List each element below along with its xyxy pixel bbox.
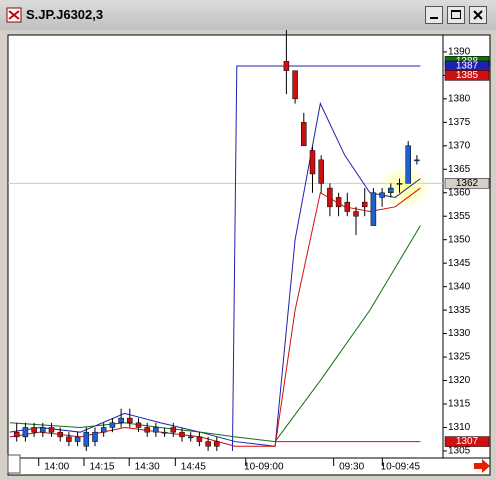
- candle-body: [66, 436, 72, 442]
- candle-body: [74, 436, 81, 442]
- candle-body: [214, 441, 220, 447]
- candle-body: [187, 436, 194, 439]
- y-tick-label: 1325: [448, 352, 471, 363]
- x-tick-label: 10-09:45: [381, 462, 421, 473]
- y-tick-label: 1355: [448, 211, 471, 222]
- maximize-button[interactable]: [447, 6, 465, 24]
- y-tick-label: 1345: [448, 258, 471, 269]
- price-tag: [444, 436, 490, 447]
- y-tick-label: 1340: [448, 281, 471, 292]
- price-tag-label: 1387: [456, 61, 479, 72]
- y-tick-label: 1380: [448, 93, 471, 104]
- chart: 1305 1310 1315 1320 1325 1330 1335 1340 1345 1350…: [7, 30, 491, 476]
- candle-body: [135, 422, 142, 428]
- candle-body: [353, 211, 359, 217]
- x-tick-label: 14:00: [44, 462, 69, 473]
- y-tick-label: 1390: [448, 47, 471, 58]
- candle-body: [405, 145, 411, 184]
- price-tag: [444, 70, 490, 81]
- y-tick-label: 1335: [448, 305, 471, 316]
- y-tick-label: 1310: [448, 422, 471, 433]
- candle-body: [396, 183, 403, 185]
- candle-body: [109, 422, 116, 428]
- candle-body: [327, 187, 333, 208]
- candle-body: [309, 150, 316, 175]
- candle-body: [318, 159, 324, 184]
- candle-body: [370, 192, 377, 226]
- candle-body: [292, 70, 298, 100]
- plot-frame: [7, 34, 491, 476]
- price-tag-label: 1385: [456, 70, 479, 81]
- candle-body: [13, 431, 20, 438]
- candle-body: [153, 427, 159, 433]
- indicator-line: [9, 101, 421, 447]
- candle-body: [170, 427, 177, 433]
- candle-body: [205, 441, 211, 447]
- candle-body: [414, 159, 420, 162]
- close-button[interactable]: [469, 6, 487, 24]
- candle-body: [31, 427, 37, 433]
- y-tick-label: 1315: [448, 399, 471, 410]
- indicator-line: [231, 65, 421, 451]
- candle-body: [40, 427, 46, 433]
- scroll-box[interactable]: [7, 454, 21, 474]
- y-tick-label: 1320: [448, 375, 471, 386]
- x-tick-label: 14:30: [135, 462, 160, 473]
- candle-body: [100, 427, 107, 433]
- y-tick-label: 1330: [448, 328, 471, 339]
- highlight-glow: [379, 165, 431, 209]
- price-tag-label: 1307: [456, 436, 479, 447]
- candle-body: [127, 417, 133, 424]
- candle-body: [196, 436, 203, 442]
- candle-body: [344, 201, 351, 212]
- minimize-button[interactable]: [425, 6, 443, 24]
- candle-body: [379, 192, 385, 198]
- x-tick-label: 14:45: [181, 462, 206, 473]
- x-tick-label: 10-09:00: [244, 462, 284, 473]
- y-tick-label: 1360: [448, 187, 471, 198]
- window-title: S.JP.J6302,3: [26, 7, 104, 22]
- indicator-line: [9, 225, 421, 443]
- candle-body: [335, 197, 342, 208]
- y-tick-label: 1370: [448, 140, 471, 151]
- candle-body: [48, 427, 55, 433]
- candle-body: [144, 427, 150, 433]
- candle-body: [179, 431, 185, 438]
- candle-body: [22, 427, 29, 438]
- candle-body: [301, 122, 307, 147]
- candle-body: [283, 61, 290, 71]
- candle-body: [388, 187, 394, 193]
- candle-body: [361, 201, 368, 208]
- y-tick-label: 1350: [448, 234, 471, 245]
- price-tag: [444, 178, 490, 189]
- window-icon: [6, 7, 22, 23]
- candle-body: [161, 431, 168, 434]
- title-bar: S.JP.J6302,3: [0, 0, 496, 30]
- candle-body: [92, 431, 98, 442]
- candle-body: [57, 431, 63, 438]
- candle-body: [83, 431, 90, 447]
- price-tag-label: 1362: [456, 178, 479, 189]
- y-tick-label: 1305: [448, 446, 471, 457]
- y-tick-label: 1365: [448, 164, 471, 175]
- scroll-arrow[interactable]: [474, 459, 490, 473]
- candle-body: [118, 417, 124, 424]
- x-tick-label: 09:30: [339, 462, 364, 473]
- y-tick-label: 1375: [448, 117, 471, 128]
- x-tick-label: 14:15: [89, 462, 114, 473]
